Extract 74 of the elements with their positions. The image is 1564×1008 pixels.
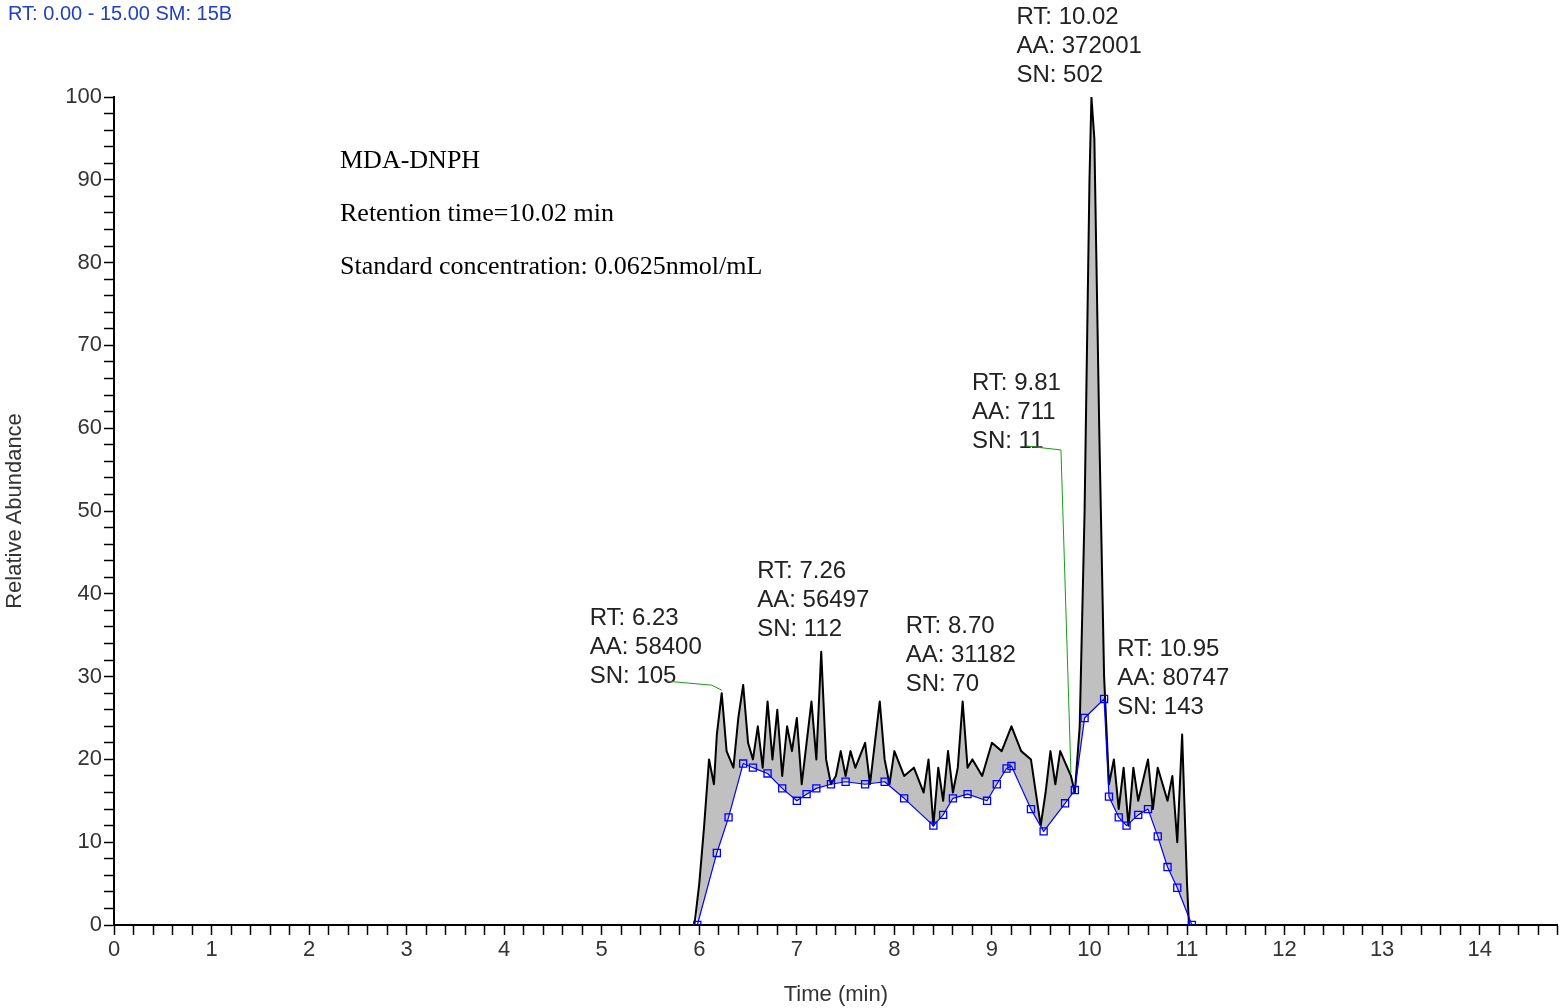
point <box>1060 799 1070 808</box>
point <box>1122 821 1131 830</box>
x-tick-label: 12 <box>1272 936 1297 962</box>
annotation: RT: 10.95 AA: 80747 SN: 143 <box>1117 634 1230 720</box>
point <box>1153 832 1162 841</box>
point <box>899 794 909 803</box>
y-tick-label: 0 <box>89 911 102 937</box>
x-axis-title: Time (min) <box>783 980 888 1006</box>
point <box>963 789 972 799</box>
point <box>1173 883 1182 892</box>
point <box>1114 813 1123 822</box>
point <box>1163 862 1172 872</box>
point <box>938 810 948 820</box>
x-tick-label: 10 <box>1077 936 1102 962</box>
point <box>948 794 958 803</box>
x-tick-label: 3 <box>400 936 413 962</box>
point <box>1143 804 1153 814</box>
point <box>1134 810 1143 820</box>
point <box>1007 761 1016 771</box>
annotation: RT: 7.26 AA: 56497 SN: 112 <box>757 556 870 642</box>
annotation: RT: 6.23 AA: 58400 SN: 105 <box>589 602 702 688</box>
point <box>712 848 722 858</box>
point <box>748 763 758 772</box>
y-tick-label: 10 <box>77 828 102 854</box>
y-tick-label: 70 <box>77 331 102 357</box>
y-tick-label: 30 <box>77 662 102 688</box>
y-tick-label: 90 <box>77 165 102 191</box>
point <box>739 759 748 768</box>
y-tick-label: 50 <box>77 497 102 523</box>
annotation: Retention time=10.02 min <box>340 197 614 227</box>
annotation: MDA-DNPH <box>340 144 481 174</box>
point <box>1080 713 1089 723</box>
x-tick-label: 8 <box>888 936 901 962</box>
point <box>992 780 1001 789</box>
point <box>841 777 850 786</box>
y-tick-label: 100 <box>65 83 102 109</box>
point <box>802 789 811 799</box>
annotation: RT: 9.81 AA: 711 SN: 11 <box>971 367 1061 453</box>
y-tick-label: 20 <box>77 745 102 771</box>
point <box>1070 785 1080 795</box>
x-tick-label: 13 <box>1369 936 1395 962</box>
annotation: Standard concentration: 0.0625nmol/mL <box>340 250 763 280</box>
x-tick-label: 2 <box>302 936 316 962</box>
point <box>1002 764 1011 773</box>
x-tick-label: 11 <box>1175 936 1199 962</box>
y-tick-label: 80 <box>77 248 102 274</box>
point <box>982 796 992 805</box>
x-tick-label: 9 <box>985 936 999 962</box>
point <box>860 780 870 789</box>
point <box>724 813 733 822</box>
point <box>929 821 938 830</box>
annotation: RT: 10.02 AA: 372001 SN: 502 <box>1016 1 1142 87</box>
x-tick-label: 5 <box>595 936 608 962</box>
point <box>778 784 787 793</box>
point <box>763 769 772 778</box>
y-tick-label: 40 <box>77 579 102 605</box>
point <box>1026 804 1036 814</box>
point <box>1039 827 1048 836</box>
point <box>1104 792 1114 801</box>
x-tick-label: 1 <box>205 936 218 962</box>
y-axis-title: Relative Abundance <box>1 413 27 609</box>
x-tick-label: 14 <box>1467 936 1492 962</box>
point <box>792 796 802 805</box>
point <box>826 780 836 789</box>
point <box>812 784 821 793</box>
point <box>1099 694 1109 704</box>
x-tick-label: 0 <box>107 936 121 962</box>
point <box>880 777 889 786</box>
annotation: RT: 8.70 AA: 31182 SN: 70 <box>905 611 1016 697</box>
text: RT: 0.00 - 15.00 SM: 15B <box>8 1 233 24</box>
x-tick-label: 4 <box>498 936 511 962</box>
x-tick-label: 6 <box>693 936 706 962</box>
x-tick-label: 7 <box>790 936 803 962</box>
y-tick-label: 60 <box>77 414 102 440</box>
